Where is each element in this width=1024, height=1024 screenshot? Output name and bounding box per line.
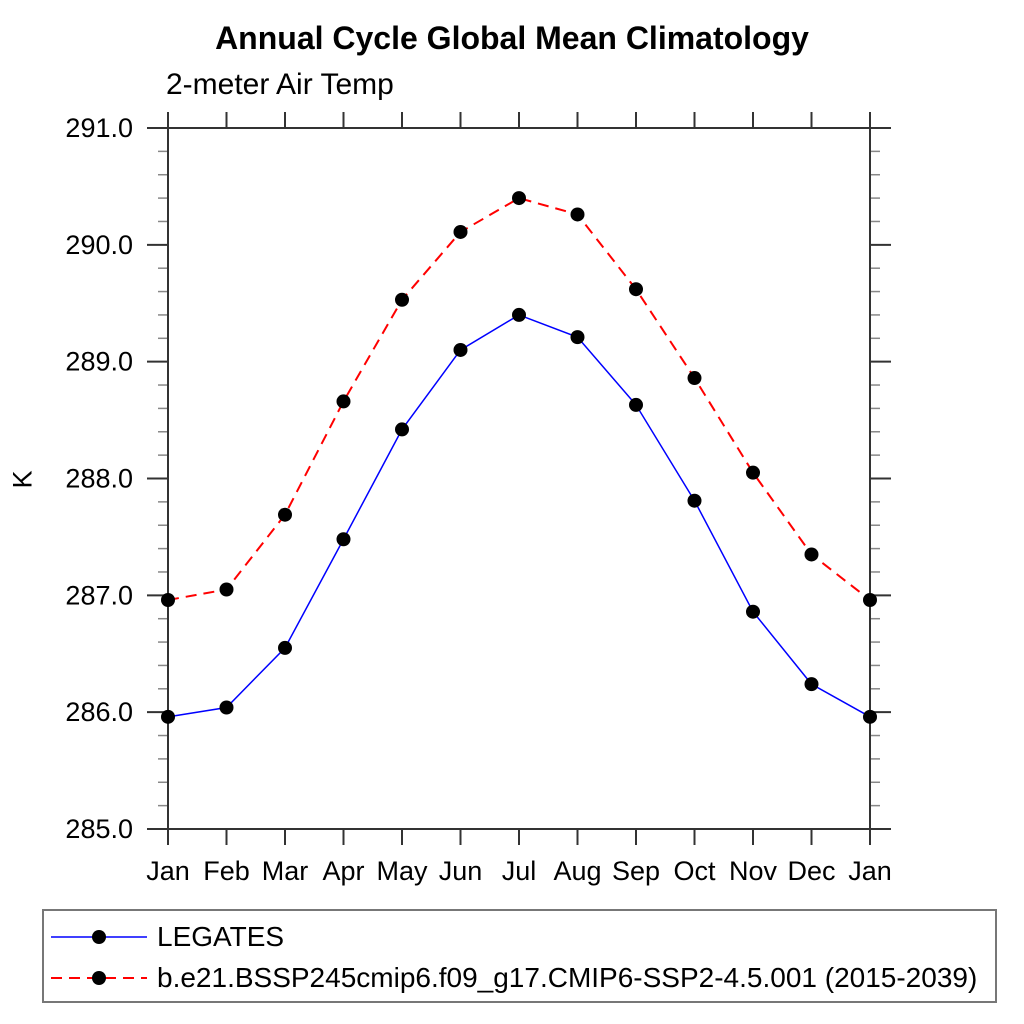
data-point-marker	[161, 709, 175, 724]
data-point-marker	[278, 507, 292, 522]
legend-label-model: b.e21.BSSP245cmip6.f09_g17.CMIP6-SSP2-4.…	[157, 962, 978, 993]
x-tick-label: Apr	[322, 856, 364, 886]
y-tick-label: 285.0	[65, 814, 133, 844]
x-tick-label: Dec	[787, 856, 835, 886]
data-point-marker	[395, 422, 409, 437]
data-point-marker	[746, 604, 760, 619]
data-point-marker	[863, 593, 877, 608]
data-point-marker	[336, 394, 351, 409]
x-tick-label: Jan	[146, 856, 190, 886]
data-point-marker	[570, 207, 585, 222]
data-point-marker	[395, 292, 409, 307]
data-point-marker	[512, 307, 526, 322]
x-tick-label: Mar	[262, 856, 309, 886]
legend-marker-dot-icon	[92, 930, 106, 944]
data-point-marker	[161, 593, 175, 608]
y-tick-label: 287.0	[65, 580, 133, 610]
data-point-marker	[219, 582, 234, 597]
chart-subtitle: 2-meter Air Temp	[166, 68, 394, 101]
data-point-marker	[512, 191, 526, 206]
series-line-solid	[167, 314, 871, 718]
x-tick-label: Nov	[729, 856, 778, 886]
data-point-marker	[629, 397, 643, 412]
data-point-marker	[804, 547, 819, 562]
chart-title: Annual Cycle Global Mean Climatology	[215, 20, 809, 56]
y-tick-label: 290.0	[65, 230, 133, 260]
plot-frame	[167, 127, 871, 830]
legend-label-observation: LEGATES	[157, 921, 285, 952]
legend-swatch-solid-line-icon	[51, 930, 147, 944]
legend-item-model: b.e21.BSSP245cmip6.f09_g17.CMIP6-SSP2-4.…	[49, 962, 978, 993]
x-tick-label: Feb	[203, 856, 250, 886]
data-point-marker	[570, 330, 585, 345]
data-point-marker	[629, 282, 643, 297]
data-point-marker	[746, 465, 760, 480]
data-point-marker	[687, 371, 702, 386]
y-tick-label: 286.0	[65, 697, 133, 727]
data-point-marker	[453, 342, 468, 357]
data-point-marker	[278, 640, 292, 655]
y-tick-label: 291.0	[65, 113, 133, 143]
data-point-marker	[336, 532, 351, 547]
data-point-marker	[219, 700, 234, 715]
x-tick-label: May	[376, 856, 428, 886]
data-point-marker	[804, 677, 819, 692]
x-tick-label: Sep	[612, 856, 660, 886]
data-point-marker	[863, 709, 877, 724]
y-tick-label: 289.0	[65, 347, 133, 377]
x-tick-label: Aug	[553, 856, 601, 886]
y-tick-label: 288.0	[65, 464, 133, 494]
legend-swatch-dashed-line-icon	[51, 971, 147, 985]
x-tick-label: Jun	[439, 856, 483, 886]
x-tick-label: Oct	[673, 856, 716, 886]
data-point-marker	[453, 224, 468, 239]
x-tick-label: Jul	[502, 856, 537, 886]
data-point-marker	[687, 493, 702, 508]
legend-box: LEGATES b.e21.BSSP245cmip6.f09_g17.CMIP6…	[42, 909, 997, 1003]
x-tick-label: Jan	[848, 856, 892, 886]
legend-item-observation: LEGATES	[49, 921, 285, 952]
legend-marker-dot-icon	[92, 971, 106, 985]
series-line-dashed	[167, 197, 871, 601]
